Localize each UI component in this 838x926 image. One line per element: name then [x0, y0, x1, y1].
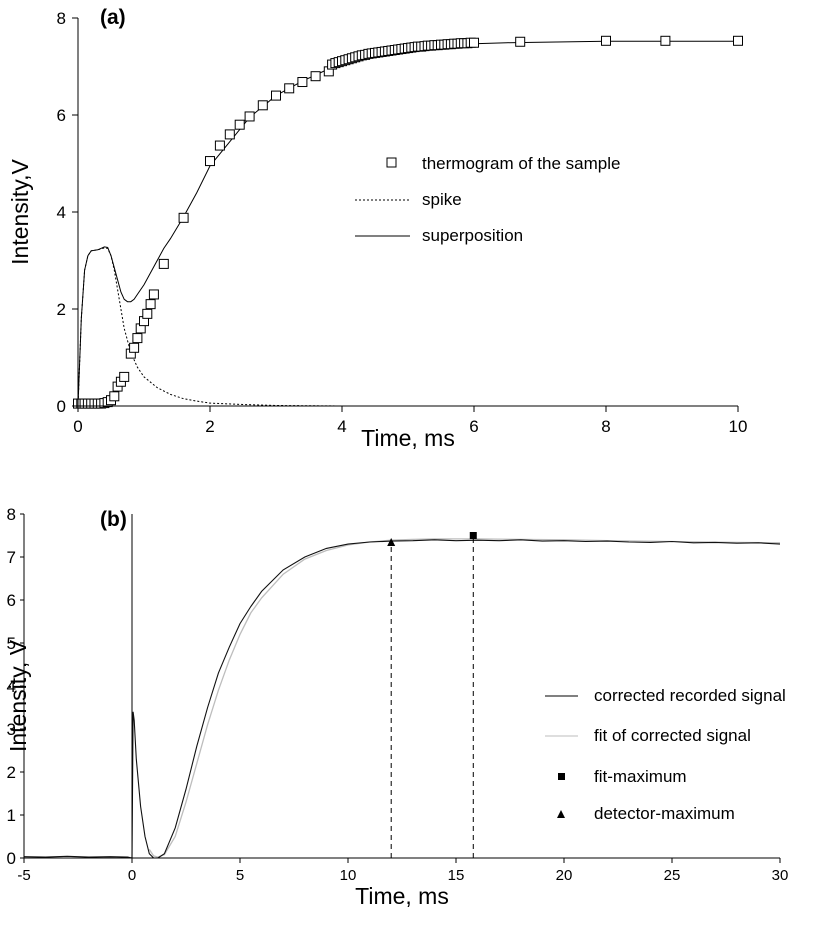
y-axis-label: Intensity,V	[7, 159, 33, 265]
x-axis-label: Time, ms	[355, 883, 449, 909]
thermogram-point	[297, 77, 308, 88]
legend-label-recorded: corrected recorded signal	[594, 686, 786, 705]
thermogram-point	[733, 35, 743, 46]
thermogram-point	[601, 35, 611, 46]
thermogram-point	[142, 308, 153, 319]
fit-maximum-marker	[469, 532, 477, 539]
thermogram-point	[178, 212, 189, 223]
y-tick-label: 2	[57, 300, 66, 319]
thermogram-point	[515, 36, 526, 47]
thermogram-point	[132, 333, 143, 344]
thermogram-point	[129, 342, 140, 353]
x-tick-label: 10	[729, 417, 748, 436]
thermogram-point	[214, 140, 225, 151]
detector-maximum-marker	[387, 537, 396, 546]
panel-label: (b)	[100, 508, 127, 531]
thermogram-point	[158, 258, 169, 269]
legend-label-fit-maximum: fit-maximum	[594, 767, 687, 786]
x-tick-label: 6	[469, 417, 478, 436]
y-tick-label: 4	[57, 203, 66, 222]
chart-b-plot-area	[23, 532, 781, 859]
y-tick-label: 2	[7, 763, 16, 782]
thermogram-point	[257, 100, 268, 111]
legend-fit-maximum-marker	[558, 773, 565, 780]
thermogram-point	[119, 371, 130, 382]
thermogram-point	[244, 111, 255, 122]
x-tick-label: 25	[664, 867, 681, 884]
thermogram-point	[660, 35, 671, 46]
x-tick-label: 10	[340, 867, 357, 884]
series-superposition-line	[77, 40, 738, 407]
thermogram-point	[234, 119, 245, 130]
x-tick-label: 0	[73, 417, 82, 436]
thermogram-point	[145, 299, 156, 310]
y-axis-label: Intensity, V	[5, 639, 31, 752]
legend-label-spike: spike	[422, 190, 462, 209]
y-tick-label: 5	[7, 634, 16, 653]
y-tick-label: 8	[57, 9, 66, 28]
chart-a-plot-area	[73, 35, 743, 409]
x-tick-label: 5	[236, 867, 244, 884]
thermogram-point	[310, 71, 321, 82]
y-tick-label: 1	[7, 806, 16, 825]
x-tick-label: 0	[128, 867, 136, 884]
thermogram-point	[271, 90, 281, 101]
y-tick-label: 8	[7, 505, 16, 524]
legend-square-marker	[386, 157, 397, 168]
chart-a-legend: thermogram of the sample spike superpositi…	[355, 154, 620, 245]
x-tick-label: 20	[556, 867, 573, 884]
x-tick-label: 2	[205, 417, 214, 436]
panel-label: (a)	[100, 6, 126, 29]
y-tick-label: 3	[7, 720, 16, 739]
x-tick-label: -5	[17, 867, 30, 884]
y-tick-label: 4	[7, 677, 16, 696]
legend-label-thermogram: thermogram of the sample	[422, 154, 620, 173]
chart-b-legend: corrected recorded signal fit of correcte…	[545, 686, 786, 823]
legend-label-detector-maximum: detector-maximum	[594, 804, 735, 823]
y-tick-label: 0	[57, 397, 66, 416]
x-tick-label: 8	[601, 417, 610, 436]
thermogram-point	[109, 391, 120, 402]
series-fit-line	[148, 538, 781, 858]
series-recorded-line	[23, 539, 781, 859]
x-tick-label: 4	[337, 417, 346, 436]
x-tick-label: 15	[448, 867, 465, 884]
chart-a-axes: 0 2 4 6 8 10 0 2 4 6 8 Time, ms Intensity,V (a)	[7, 6, 747, 451]
chart-a: 0 2 4 6 8 10 0 2 4 6 8 Time, ms Intensity,V (a) therm…	[7, 6, 747, 451]
y-tick-label: 6	[57, 106, 66, 125]
x-tick-label: 30	[772, 867, 789, 884]
thermogram-point	[205, 156, 215, 167]
legend-label-superposition: superposition	[422, 226, 523, 245]
thermogram-point	[224, 129, 235, 140]
y-tick-label: 0	[7, 849, 16, 868]
thermogram-point	[284, 83, 295, 94]
y-tick-label: 7	[7, 548, 16, 567]
y-tick-label: 6	[7, 591, 16, 610]
thermogram-point	[469, 37, 479, 48]
thermogram-point	[148, 289, 159, 300]
legend-detector-maximum-marker	[557, 810, 565, 818]
legend-label-fit: fit of corrected signal	[594, 726, 751, 745]
x-axis-label: Time, ms	[361, 425, 455, 451]
